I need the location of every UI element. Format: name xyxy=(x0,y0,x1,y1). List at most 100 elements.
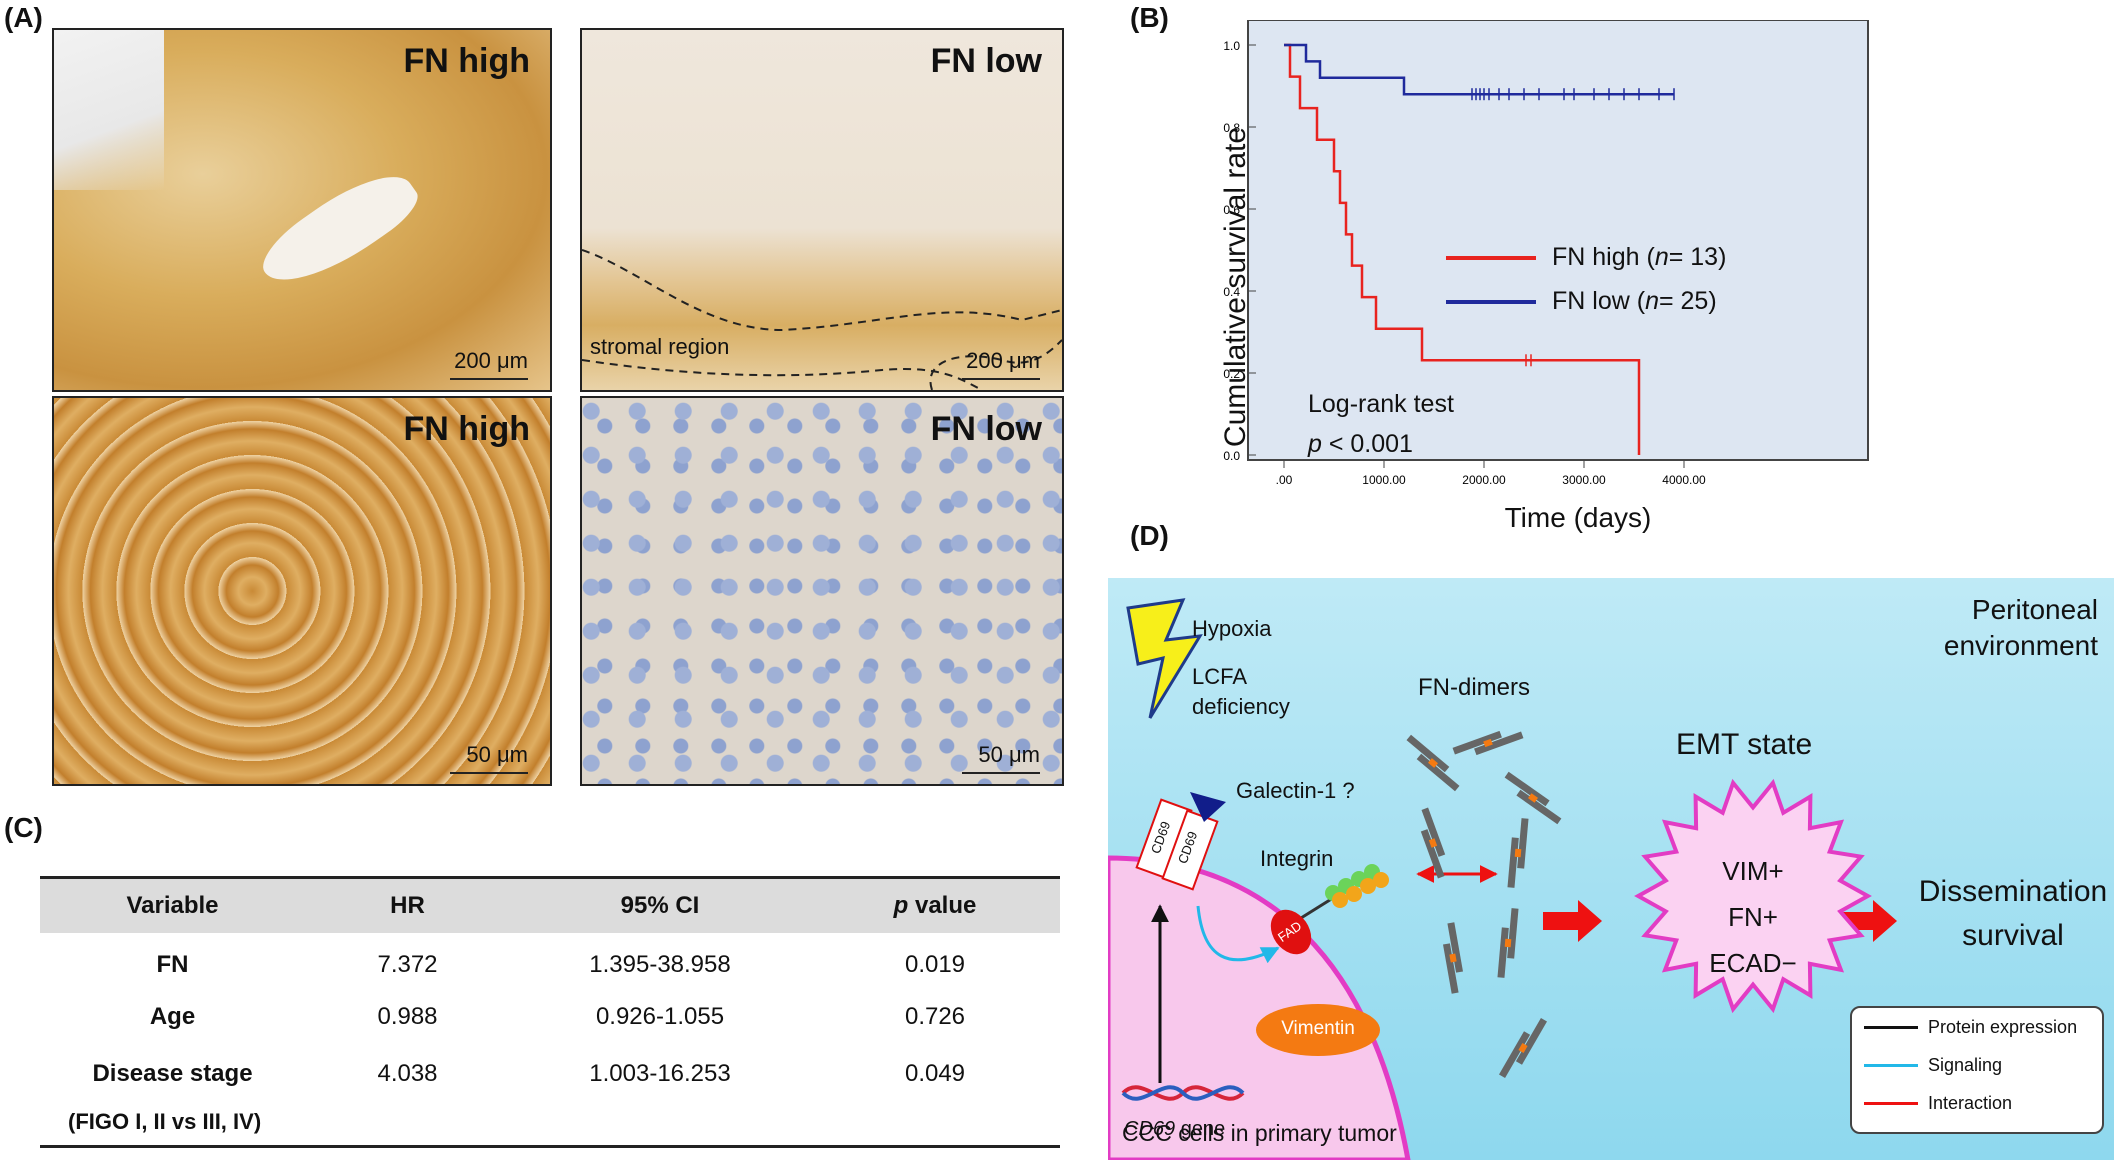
fad-oval xyxy=(1270,909,1312,955)
scale-label: 50 μm xyxy=(978,742,1040,767)
table-row: Disease stage 4.038 1.003-16.253 0.049 xyxy=(40,1051,1060,1097)
tumor-cell xyxy=(1108,855,1411,1160)
legend-interaction: Interaction xyxy=(1864,1084,2102,1122)
cell-p: 0.019 xyxy=(904,951,966,978)
scale-bar xyxy=(450,772,528,774)
legend-high-n: n xyxy=(1654,243,1669,271)
survival-curve-fn-high xyxy=(1284,43,1641,455)
table-bottom-rule xyxy=(40,1145,1060,1148)
cell-p: 0.049 xyxy=(904,1060,966,1087)
micrograph-fn-low-low-mag: FN low stromal region 200 μm xyxy=(580,28,1064,392)
p-value-label: p < 0.001 xyxy=(1308,430,1413,459)
cell-ci: 1.395-38.958 xyxy=(589,951,731,978)
micrograph-title: FN high xyxy=(403,410,530,448)
table-footnote: (FIGO I, II vs III, IV) xyxy=(68,1109,262,1134)
emt-state-label: EMT state xyxy=(1676,728,1813,761)
env-line-1: Peritoneal xyxy=(1971,594,2098,625)
header-ci: 95% CI xyxy=(620,892,700,919)
red-arrow-2 xyxy=(1838,900,1897,942)
panel-label-b: (B) xyxy=(1130,2,1169,33)
legend-low-suffix: = 25) xyxy=(1658,287,1717,315)
fn-dimers-label: FN-dimers xyxy=(1418,674,1530,701)
header-variable: Variable xyxy=(126,892,219,919)
lcfa-line-1: LCFA xyxy=(1192,664,1248,689)
legend-low-prefix: FN low ( xyxy=(1552,287,1646,315)
cell-variable: Disease stage xyxy=(92,1060,253,1087)
legend-high-suffix: = 13) xyxy=(1668,243,1727,271)
x-tick-label: 2000.00 xyxy=(1462,473,1506,487)
legend-high-swatch xyxy=(1446,255,1536,260)
x-tick-label: .00 xyxy=(1276,473,1293,487)
peritoneal-environment-label: Peritoneal environment xyxy=(1828,592,2098,664)
fn-dimer xyxy=(1497,908,1519,978)
micrograph-fn-high-high-mag: FN high 50 μm xyxy=(52,396,552,786)
legend-signaling: Signaling xyxy=(1864,1046,2102,1084)
primary-tumor-label: CCC cells in primary tumor xyxy=(1122,1120,1397,1147)
header-p: p value xyxy=(810,892,1060,920)
x-tick-label: 4000.00 xyxy=(1662,473,1706,487)
micrograph-title: FN low xyxy=(930,42,1042,80)
vim-label: VIM+ xyxy=(1722,856,1784,886)
y-tick-label: 0.0 xyxy=(1223,449,1240,463)
scale-label: 200 μm xyxy=(966,348,1040,373)
red-arrow-1 xyxy=(1543,900,1602,942)
scale-bar xyxy=(962,772,1040,774)
x-axis-label: Time (days) xyxy=(1504,502,1652,533)
table-row: Age 0.988 0.926-1.055 0.726 xyxy=(40,991,1060,1043)
table-body: FN 7.372 1.395-38.958 0.019 Age 0.988 0.926-1.… xyxy=(40,939,1060,1097)
fn-dimer xyxy=(1443,922,1463,994)
lcfa-line-2: deficiency xyxy=(1192,694,1290,719)
vessel-space xyxy=(252,156,426,304)
micrograph-fn-low-high-mag: FN low 50 μm xyxy=(580,396,1064,786)
header-hr: HR xyxy=(390,892,425,919)
fn-dimer xyxy=(1420,807,1446,879)
legend-protein-expression: Protein expression xyxy=(1864,1008,2102,1046)
cell-ci: 0.926-1.055 xyxy=(595,1003,725,1030)
cox-table: Variable HR 95% CI p value FN 7.372 1.395-… xyxy=(40,876,1060,1148)
cell-hr: 7.372 xyxy=(377,951,438,978)
fn-dimer xyxy=(1499,1017,1547,1079)
cell-hr: 4.038 xyxy=(377,1060,438,1087)
scale-label: 50 μm xyxy=(466,742,528,767)
scale-label: 200 μm xyxy=(454,348,528,373)
lightning-icon xyxy=(1126,598,1203,719)
vimentin-oval xyxy=(1256,1004,1380,1056)
fn-dimer xyxy=(1452,730,1524,756)
cell-p: 0.726 xyxy=(904,1003,966,1030)
emt-star xyxy=(1634,778,1872,1014)
legend-black-arrow xyxy=(1864,1025,1918,1029)
y-axis-label: Cumulative survival rate xyxy=(1219,126,1252,448)
gene-label: CD69 gene xyxy=(1124,1118,1225,1141)
emt-markers: VIM+ FN+ ECAD− xyxy=(1678,848,1828,986)
survival-chart: 0.0 0.2 0.4 0.6 0.8 1.0 .00 1000.00 2000.00 3000.… xyxy=(1128,19,2128,540)
x-tick-label: 1000.00 xyxy=(1362,473,1406,487)
y-tick-label: 0.2 xyxy=(1223,367,1240,381)
panel-label-c: (C) xyxy=(4,812,43,843)
legend-text: Protein expression xyxy=(1928,1016,2078,1037)
legend-red-arrow xyxy=(1864,1101,1918,1105)
y-tick-label: 0.6 xyxy=(1223,203,1240,217)
survival-svg: 0.0 0.2 0.4 0.6 0.8 1.0 .00 1000.00 2000.00 3000.… xyxy=(1223,19,1869,487)
lcfa-label: LCFA deficiency xyxy=(1192,662,1290,722)
y-tick-label: 0.4 xyxy=(1223,285,1240,299)
blank-area xyxy=(54,30,164,190)
p-rest: < 0.001 xyxy=(1321,430,1413,458)
legend-blue-arrow xyxy=(1864,1063,1918,1067)
dissem-line-2: survival xyxy=(1962,919,2064,952)
diagram-svg xyxy=(1108,598,1897,1160)
integrin-label: Integrin xyxy=(1260,846,1334,871)
micrograph-title: FN high xyxy=(403,42,530,80)
legend-low: FN low (n = 25) xyxy=(1446,287,1717,316)
fn-dimer xyxy=(1507,818,1529,888)
scale-bar xyxy=(450,378,528,380)
x-tick-label: 3000.00 xyxy=(1562,473,1606,487)
diagram-legend: Protein expression Signaling Interaction xyxy=(1850,1006,2104,1134)
legend-text: Signaling xyxy=(1928,1054,2003,1075)
micrograph-fn-high-low-mag: FN high 200 μm xyxy=(52,28,552,392)
y-tick-label: 0.8 xyxy=(1223,121,1240,135)
scale-bar xyxy=(962,378,1040,380)
gene-rest: gene xyxy=(1175,1118,1226,1140)
logrank-label: Log-rank test xyxy=(1308,390,1454,418)
micrograph-title: FN low xyxy=(930,410,1042,448)
cell-variable: FN xyxy=(156,951,189,978)
